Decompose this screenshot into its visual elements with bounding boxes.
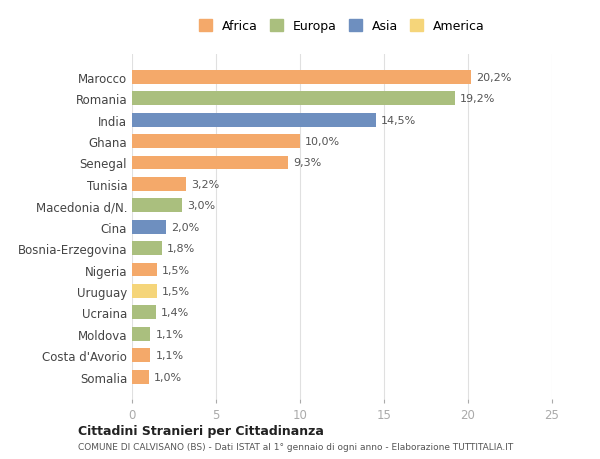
Bar [132,370,149,384]
Text: 1,5%: 1,5% [162,286,190,296]
Bar [132,92,455,106]
Text: 3,2%: 3,2% [191,179,219,190]
Bar [132,135,300,149]
Text: 1,4%: 1,4% [161,308,189,318]
Text: 20,2%: 20,2% [476,73,512,83]
Bar [132,71,472,84]
Bar [132,284,157,298]
Bar [132,178,186,191]
Text: 10,0%: 10,0% [305,137,340,147]
Bar [132,327,151,341]
Text: 2,0%: 2,0% [170,222,199,232]
Text: 1,0%: 1,0% [154,372,182,382]
Text: 3,0%: 3,0% [187,201,215,211]
Text: 1,1%: 1,1% [155,350,184,360]
Bar [132,156,288,170]
Legend: Africa, Europa, Asia, America: Africa, Europa, Asia, America [196,17,488,37]
Text: Cittadini Stranieri per Cittadinanza: Cittadini Stranieri per Cittadinanza [78,424,324,437]
Bar [132,306,155,319]
Text: 14,5%: 14,5% [380,115,416,125]
Text: 1,5%: 1,5% [162,265,190,275]
Text: 9,3%: 9,3% [293,158,322,168]
Text: 19,2%: 19,2% [460,94,495,104]
Bar [132,220,166,234]
Bar [132,348,151,362]
Bar [132,241,162,256]
Text: 1,1%: 1,1% [155,329,184,339]
Bar [132,263,157,277]
Bar [132,199,182,213]
Text: COMUNE DI CALVISANO (BS) - Dati ISTAT al 1° gennaio di ogni anno - Elaborazione : COMUNE DI CALVISANO (BS) - Dati ISTAT al… [78,442,513,451]
Bar [132,113,376,127]
Text: 1,8%: 1,8% [167,244,196,253]
